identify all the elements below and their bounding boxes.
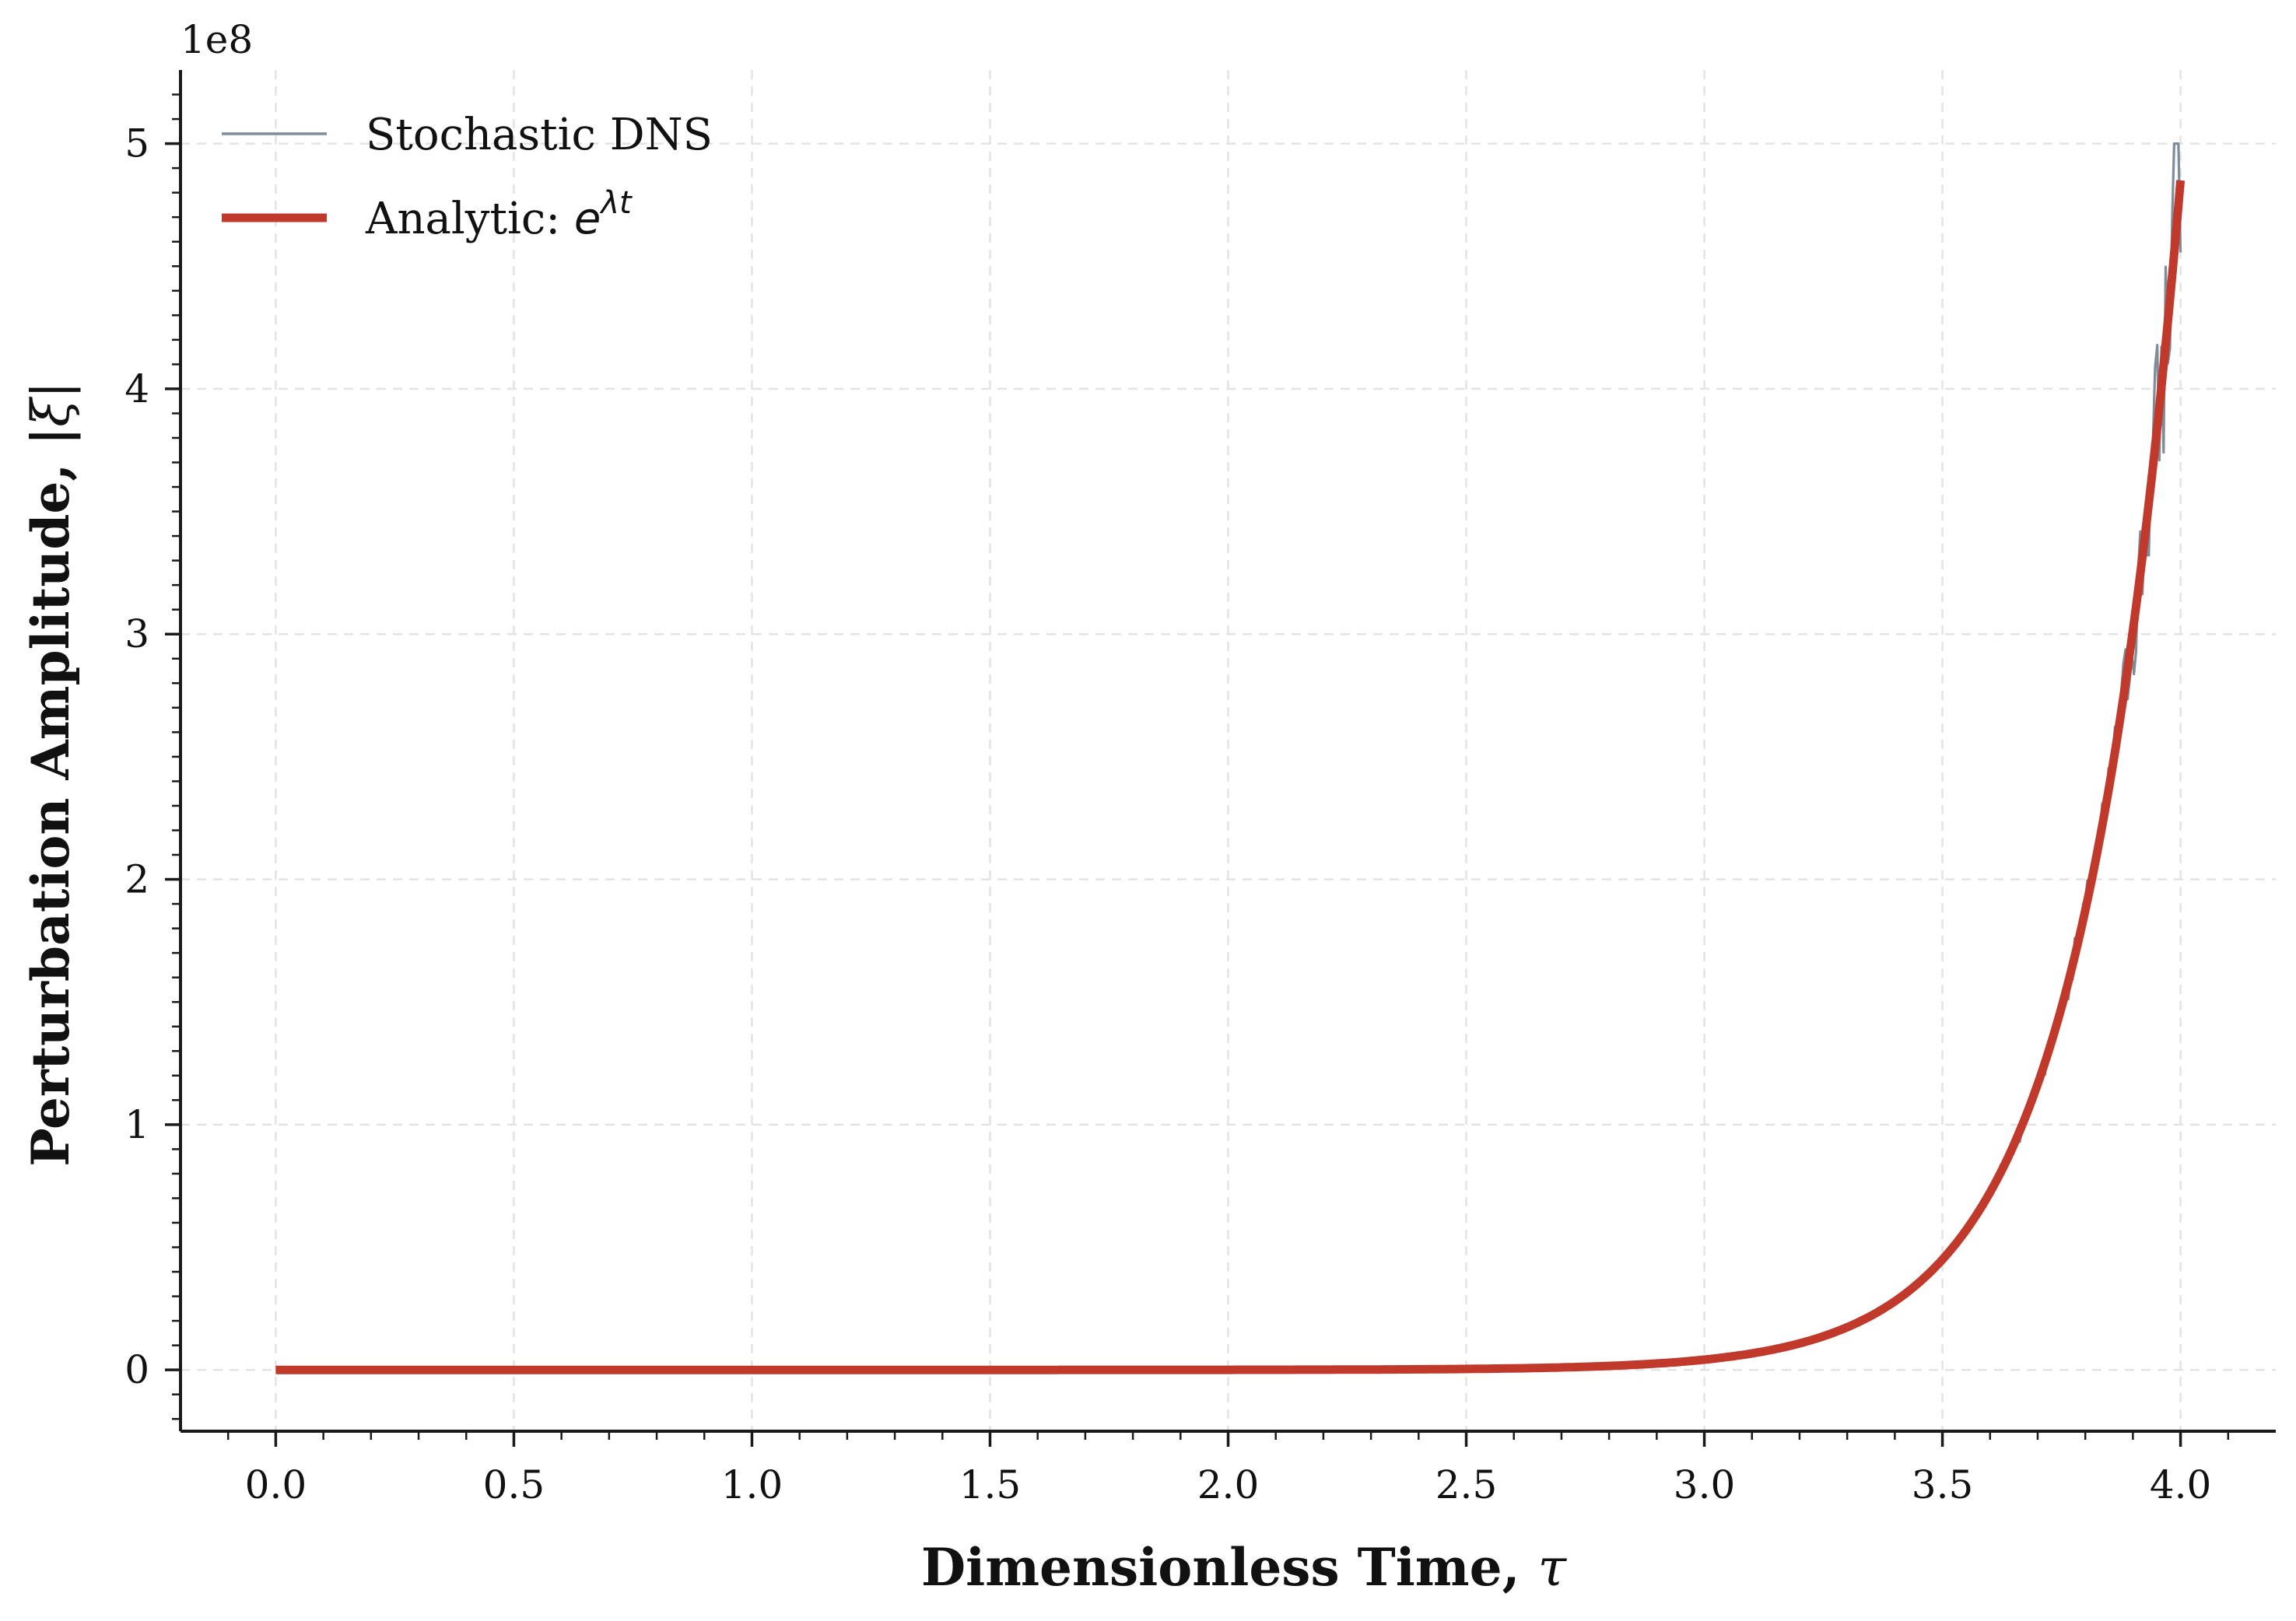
y-axis-title-text: Perturbation Amplitude, | <box>20 427 81 1167</box>
y-axis-title: Perturbation Amplitude, |ξ| <box>20 381 81 1167</box>
x-tick-label-6: 3.0 <box>1674 1462 1736 1507</box>
legend-layer: Stochastic DNS Analytic: eλt <box>222 110 713 244</box>
y-tick-label-5: 5 <box>124 121 149 166</box>
series-analytic <box>275 180 2186 1374</box>
y-tick-label-1: 1 <box>124 1102 149 1147</box>
y-axis-title-end: | <box>21 381 81 398</box>
x-tick-label-4: 2.0 <box>1197 1462 1260 1507</box>
legend-label-stochastic-dns: Stochastic DNS <box>366 110 713 160</box>
axes-layer <box>165 70 2276 1447</box>
legend-label-analytic: Analytic: eλt <box>365 185 633 244</box>
x-tick-label-5: 2.5 <box>1435 1462 1498 1507</box>
y-tick-label-2: 2 <box>124 857 149 902</box>
y-tick-label-0: 0 <box>124 1347 149 1392</box>
labels-layer: 0.0 0.5 1.0 1.5 2.0 2.5 3.0 3.5 4.0 0 1 2 3 4 5 1e8 Dime… <box>20 17 2211 1598</box>
x-axis-title-symbol: τ <box>1538 1538 1568 1598</box>
x-axis-title-text: Dimensionless Time, <box>921 1537 1538 1598</box>
series-layer <box>275 142 2186 1374</box>
x-tick-label-7: 3.5 <box>1912 1462 1974 1507</box>
x-tick-label-1: 0.5 <box>483 1462 545 1507</box>
x-axis-title: Dimensionless Time, τ <box>921 1537 1568 1598</box>
legend-label-analytic-text: Analytic: <box>365 194 574 244</box>
y-tick-label-4: 4 <box>124 366 149 411</box>
x-tick-label-2: 1.0 <box>721 1462 783 1507</box>
legend-label-analytic-sup: λt <box>599 185 633 221</box>
x-tick-label-8: 4.0 <box>2150 1462 2212 1507</box>
y-axis-title-symbol: ξ <box>21 396 81 427</box>
x-tick-label-3: 1.5 <box>959 1462 1022 1507</box>
y-offset-text: 1e8 <box>181 17 253 62</box>
legend-label-analytic-math: e <box>574 194 601 244</box>
grid-layer <box>181 70 2276 1431</box>
y-tick-label-3: 3 <box>124 611 149 656</box>
x-tick-label-0: 0.0 <box>245 1462 307 1507</box>
